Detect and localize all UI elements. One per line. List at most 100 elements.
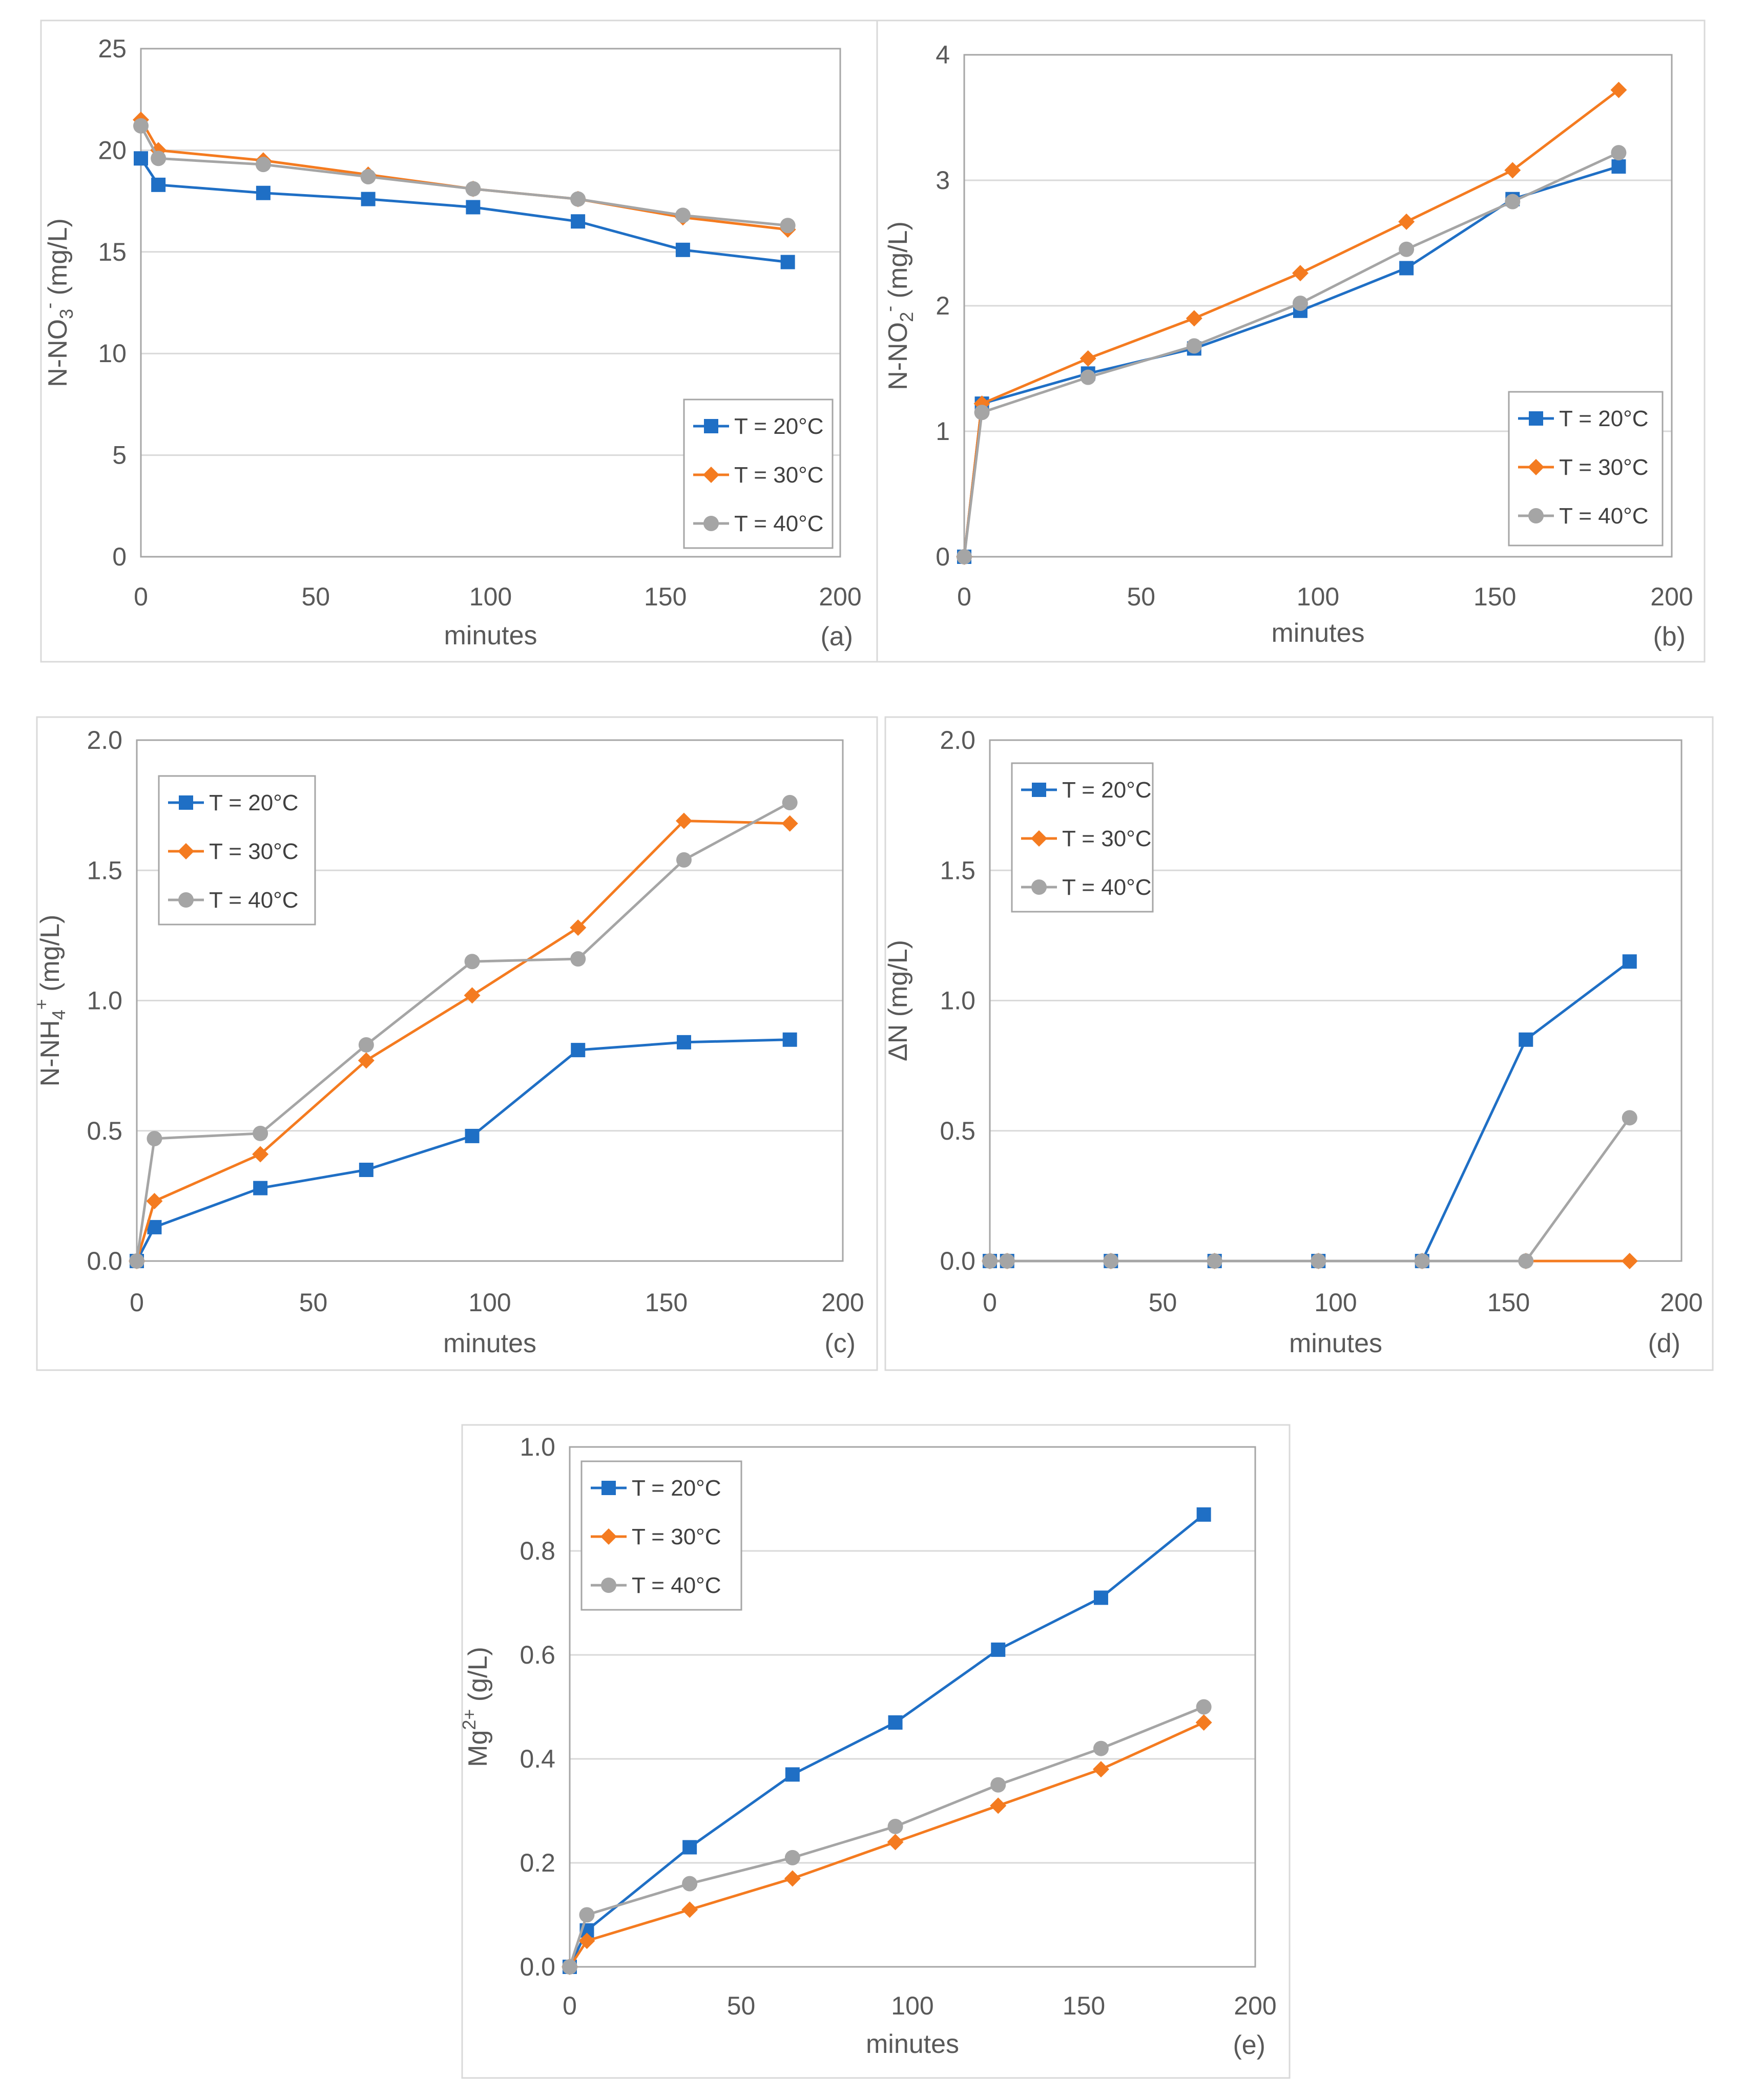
- x-tick-label: 150: [645, 1288, 688, 1317]
- data-point: [1195, 1714, 1212, 1731]
- data-point: [784, 1850, 800, 1865]
- data-point: [1292, 296, 1308, 311]
- x-axis-label: minutes: [1271, 618, 1364, 648]
- x-tick-label: 100: [1314, 1288, 1357, 1317]
- data-point: [991, 1642, 1006, 1657]
- chart-frame: [40, 19, 887, 663]
- data-point: [464, 954, 480, 970]
- data-point: [780, 255, 795, 269]
- data-point: [1399, 261, 1414, 276]
- data-point: [253, 1125, 268, 1141]
- series-line: [568, 1721, 1205, 1968]
- data-point: [562, 1959, 577, 1975]
- y-tick-label: 15: [98, 238, 127, 266]
- data-point: [1103, 1253, 1119, 1269]
- y-axis-label: Mg2+ (g/L): [459, 1647, 493, 1767]
- data-point: [1398, 213, 1415, 230]
- y-tick-label: 1.0: [940, 986, 975, 1015]
- legend-marker: [704, 419, 718, 433]
- x-tick-label: 200: [1234, 1991, 1276, 2020]
- legend-marker: [1528, 508, 1544, 523]
- y-tick-label: 0.0: [87, 1247, 122, 1275]
- data-point: [780, 218, 796, 234]
- data-point: [1622, 1110, 1637, 1126]
- panel-label: (b): [1653, 622, 1686, 652]
- data-point: [1311, 1253, 1326, 1269]
- x-axis-label: minutes: [1289, 1329, 1382, 1358]
- legend-marker: [600, 1528, 617, 1545]
- x-tick-label: 50: [1149, 1288, 1177, 1317]
- data-point: [578, 1933, 595, 1949]
- y-tick-label: 3: [936, 166, 950, 195]
- data-point: [570, 951, 586, 967]
- data-point: [1504, 162, 1521, 179]
- legend-marker: [1529, 411, 1543, 426]
- panel-label: (d): [1648, 1329, 1680, 1358]
- y-tick-label: 0: [112, 542, 127, 571]
- y-tick-label: 0: [936, 542, 950, 571]
- data-point: [1092, 1761, 1109, 1778]
- legend-label: T = 20°C: [209, 790, 299, 815]
- data-point: [682, 1876, 698, 1892]
- data-point: [1080, 369, 1096, 385]
- y-axis-label: N-NO2- (mg/L): [879, 221, 917, 390]
- legend-label: T = 40°C: [209, 888, 299, 913]
- x-tick-label: 50: [727, 1991, 756, 2020]
- x-tick-label: 0: [563, 1991, 577, 2020]
- data-point: [358, 1037, 374, 1053]
- data-point: [255, 157, 271, 173]
- data-point: [957, 549, 972, 564]
- data-point: [147, 1220, 162, 1234]
- x-axis-label: minutes: [866, 2029, 959, 2059]
- data-point: [151, 151, 167, 166]
- series-line: [963, 151, 1620, 557]
- legend-marker: [178, 843, 194, 859]
- y-tick-label: 5: [112, 441, 127, 470]
- panel-label: (e): [1233, 2030, 1265, 2060]
- legend-marker: [1032, 783, 1046, 797]
- x-tick-label: 0: [957, 582, 971, 611]
- data-point: [784, 1870, 801, 1887]
- y-tick-label: 1.5: [87, 856, 122, 885]
- data-point: [360, 169, 376, 184]
- x-tick-label: 200: [1660, 1288, 1703, 1317]
- data-point: [151, 177, 166, 192]
- legend-label: T = 30°C: [632, 1524, 721, 1549]
- legend-label: T = 30°C: [734, 463, 824, 488]
- data-point: [1621, 1253, 1638, 1269]
- data-point: [571, 214, 586, 229]
- chart-panel-d: 0.0 0.5 1.0 1.5 2.0 0 50 100 150 200 minutes ΔN (mg…: [883, 716, 1714, 1371]
- y-tick-label: 20: [98, 136, 127, 164]
- x-axis-label: minutes: [444, 621, 537, 650]
- chart-panel-c: 0.0 0.5 1.0 1.5 2.0 0 50 100 150 200 minutes N-NH4+…: [31, 716, 878, 1371]
- data-point: [134, 151, 148, 166]
- data-point: [1505, 194, 1521, 209]
- legend-label: T = 40°C: [632, 1573, 721, 1598]
- x-tick-label: 50: [299, 1288, 328, 1317]
- y-tick-label: 10: [98, 339, 127, 368]
- legend-label: T = 20°C: [632, 1476, 721, 1501]
- legend-marker: [1031, 830, 1047, 847]
- y-tick-label: 2: [936, 291, 950, 320]
- data-point: [147, 1131, 162, 1147]
- data-point: [1093, 1590, 1108, 1605]
- legend-marker: [1528, 459, 1544, 475]
- legend-label: T = 40°C: [1559, 503, 1649, 529]
- legend-label: T = 30°C: [1062, 826, 1152, 851]
- y-tick-label: 0.0: [940, 1247, 975, 1275]
- data-point: [1611, 159, 1626, 174]
- plot-area: [569, 1446, 1256, 1968]
- legend-label: T = 20°C: [1062, 778, 1152, 803]
- data-point: [579, 1907, 595, 1923]
- data-point: [990, 1797, 1007, 1814]
- x-tick-label: 50: [1127, 582, 1155, 611]
- x-tick-label: 50: [301, 582, 330, 611]
- chart-panel-e: 0.0 0.2 0.4 0.6 0.8 1.0 0 50 100 150 200 minutes Mg2…: [459, 1424, 1291, 2079]
- panel-label: (c): [824, 1329, 856, 1358]
- data-point: [464, 987, 481, 1004]
- legend-label: T = 30°C: [209, 839, 299, 864]
- y-tick-label: 0.0: [520, 1952, 555, 1981]
- data-point: [1196, 1699, 1212, 1715]
- data-point: [129, 1253, 144, 1269]
